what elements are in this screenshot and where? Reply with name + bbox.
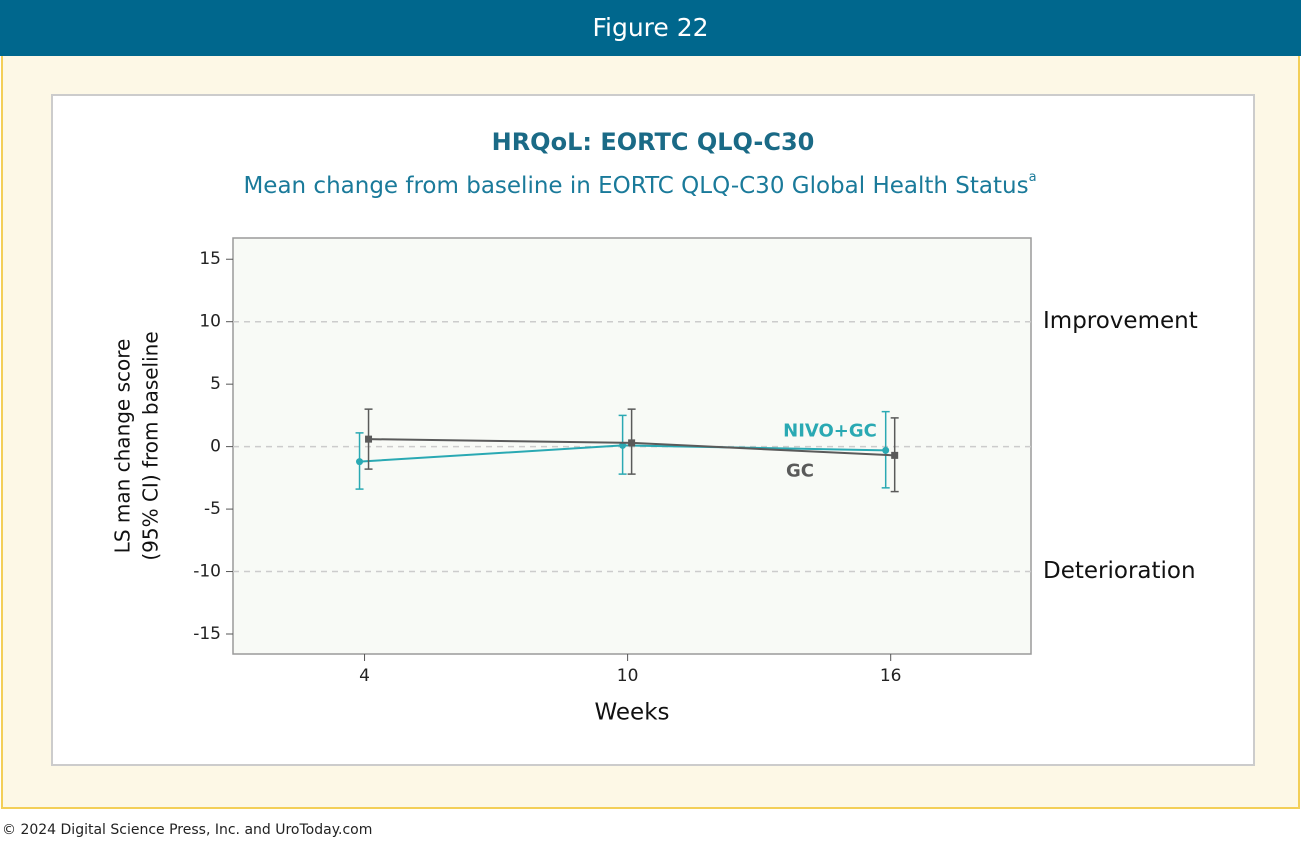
x-axis-label: Weeks bbox=[595, 700, 670, 726]
y-tick-label: 5 bbox=[210, 374, 221, 394]
y-tick-label: 0 bbox=[210, 437, 221, 457]
y-axis-label: LS man change score bbox=[111, 339, 135, 554]
y-tick-label: 10 bbox=[199, 312, 221, 332]
series-label: NIVO+GC bbox=[783, 421, 877, 442]
x-tick-label: 10 bbox=[617, 666, 639, 686]
footer: © 2024 Digital Science Press, Inc. and U… bbox=[2, 822, 373, 838]
point bbox=[891, 451, 899, 459]
header-title: Figure 22 bbox=[0, 0, 1301, 56]
y-tick-label: -15 bbox=[193, 624, 221, 644]
x-tick-label: 4 bbox=[359, 666, 370, 686]
subtitle-superscript: a bbox=[1029, 170, 1037, 185]
chart-subtitle: Mean change from baseline in EORTC QLQ-C… bbox=[243, 170, 1036, 199]
x-tick-label: 16 bbox=[880, 666, 902, 686]
y-tick-label: -10 bbox=[193, 562, 221, 582]
y-tick-label: 15 bbox=[199, 249, 221, 269]
point bbox=[356, 458, 364, 466]
point bbox=[365, 435, 373, 443]
point bbox=[628, 439, 636, 447]
subtitle-text: Mean change from baseline in EORTC QLQ-C… bbox=[243, 173, 1028, 199]
series-label: GC bbox=[786, 461, 814, 482]
annotation: Deterioration bbox=[1043, 558, 1196, 584]
y-axis-label: (95% CI) from baseline bbox=[139, 331, 163, 560]
point bbox=[882, 446, 890, 454]
annotation: Improvement bbox=[1043, 308, 1198, 334]
y-tick-label: -5 bbox=[204, 499, 221, 519]
chart-title: HRQoL: EORTC QLQ-C30 bbox=[492, 128, 815, 156]
